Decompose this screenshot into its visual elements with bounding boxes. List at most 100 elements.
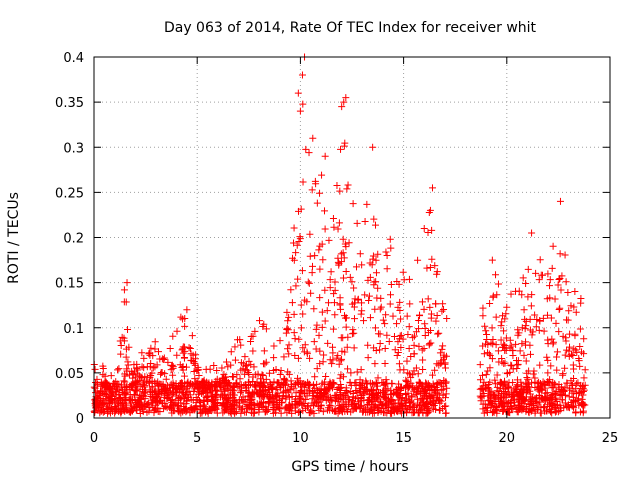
data-point (399, 335, 407, 343)
data-point (422, 389, 430, 397)
data-point (551, 408, 559, 416)
data-point (194, 390, 202, 398)
data-point (316, 189, 324, 197)
data-points (90, 53, 589, 417)
data-point (313, 199, 321, 207)
data-point (374, 284, 382, 292)
data-point (381, 360, 389, 368)
data-point (410, 402, 418, 410)
data-point (572, 380, 580, 388)
data-point (377, 303, 385, 311)
data-point (322, 396, 330, 404)
data-point (502, 310, 510, 318)
data-point (528, 291, 536, 299)
data-point (160, 354, 168, 362)
data-point (237, 389, 245, 397)
data-point (192, 351, 200, 359)
data-point (192, 378, 200, 386)
data-point (397, 315, 405, 323)
data-point (575, 388, 583, 396)
data-point (506, 398, 514, 406)
data-point (245, 357, 253, 365)
data-point (239, 393, 247, 401)
data-point (386, 300, 394, 308)
data-point (381, 380, 389, 388)
data-point (498, 318, 506, 326)
data-point (418, 298, 426, 306)
data-point (285, 341, 293, 349)
data-point (283, 308, 291, 316)
data-point (399, 402, 407, 410)
data-point (549, 242, 557, 250)
data-point (151, 345, 159, 353)
data-point (140, 354, 148, 362)
data-point (287, 286, 295, 294)
data-point (387, 386, 395, 394)
data-point (117, 350, 125, 358)
data-point (247, 333, 255, 341)
data-point (494, 347, 502, 355)
data-point (195, 380, 203, 388)
data-point (522, 357, 530, 365)
data-point (404, 330, 412, 338)
data-point (296, 107, 304, 115)
data-point (123, 279, 131, 287)
data-point (559, 386, 567, 394)
data-point (200, 381, 208, 389)
data-point (499, 400, 507, 408)
data-point (561, 391, 569, 399)
data-point (315, 331, 323, 339)
data-point (549, 340, 557, 348)
data-point (358, 261, 366, 269)
x-axis-label: GPS time / hours (291, 459, 408, 475)
data-point (564, 288, 572, 296)
data-point (277, 383, 285, 391)
data-point (294, 275, 302, 283)
data-point (284, 368, 292, 376)
data-point (580, 386, 588, 394)
data-point (572, 390, 580, 398)
data-point (356, 385, 364, 393)
data-point (313, 365, 321, 373)
data-point (141, 373, 149, 381)
y-tick-label: 0.05 (55, 367, 84, 382)
data-point (548, 335, 556, 343)
data-point (441, 360, 449, 368)
data-point (537, 409, 545, 417)
data-point (575, 355, 583, 363)
data-point (322, 372, 330, 380)
data-point (486, 378, 494, 386)
data-point (316, 294, 324, 302)
data-point (374, 250, 382, 258)
data-point (376, 346, 384, 354)
data-point (290, 239, 298, 247)
data-point (107, 392, 115, 400)
data-point (514, 326, 522, 334)
data-point (290, 310, 298, 318)
data-point (436, 399, 444, 407)
data-point (528, 379, 536, 387)
data-point (374, 382, 382, 390)
data-point (410, 341, 418, 349)
data-point (479, 312, 487, 320)
data-point (489, 292, 497, 300)
data-point (153, 393, 161, 401)
data-point (548, 264, 556, 272)
data-point (194, 396, 202, 404)
data-point (512, 340, 520, 348)
data-point (350, 299, 358, 307)
data-point (480, 409, 488, 417)
data-point (256, 317, 264, 325)
data-point (337, 371, 345, 379)
data-point (552, 319, 560, 327)
data-point (313, 321, 321, 329)
data-point (292, 249, 300, 257)
data-point (570, 396, 578, 404)
data-point (387, 244, 395, 252)
data-point (350, 344, 358, 352)
data-point (291, 407, 299, 415)
data-point (512, 405, 520, 413)
data-point (304, 278, 312, 286)
data-point (221, 384, 229, 392)
data-point (259, 387, 267, 395)
